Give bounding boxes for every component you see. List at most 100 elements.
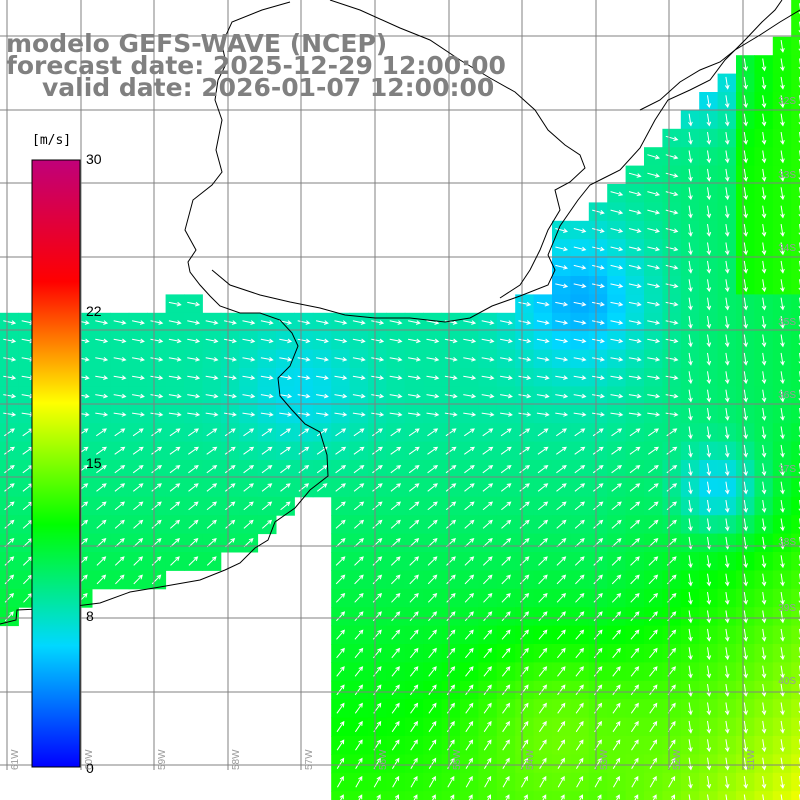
wind-arrow	[335, 501, 346, 511]
wind-arrow	[500, 483, 512, 492]
wind-arrow	[444, 357, 458, 362]
wind-arrow	[427, 592, 438, 603]
wind-arrow	[427, 501, 438, 511]
wind-arrow	[665, 209, 679, 215]
wind-arrow	[688, 297, 693, 311]
wind-arrow	[761, 592, 767, 605]
wind-arrow	[743, 260, 748, 274]
wind-arrow	[780, 205, 785, 219]
wind-arrow	[575, 739, 584, 751]
wind-arrow	[592, 483, 604, 492]
wind-arrow	[628, 209, 642, 215]
wind-arrow	[446, 592, 456, 603]
wind-arrow	[168, 357, 182, 362]
wind-arrow	[647, 338, 661, 344]
wind-arrow	[575, 592, 585, 603]
wind-arrow	[428, 757, 437, 769]
wind-speed-cell	[496, 791, 516, 800]
northeast-coastline	[639, 9, 800, 111]
wind-arrow	[501, 556, 512, 566]
wind-arrow	[169, 464, 181, 474]
wind-arrow	[4, 428, 15, 437]
wind-arrow	[612, 702, 621, 714]
lat-label: 32S	[778, 96, 796, 107]
wind-arrow	[666, 464, 678, 474]
wind-arrow	[761, 168, 767, 182]
wind-arrow	[706, 168, 712, 182]
wind-arrow	[743, 665, 748, 679]
wind-arrow	[390, 483, 402, 492]
wind-arrow	[372, 446, 383, 455]
wind-arrow	[688, 279, 693, 293]
wind-arrow	[391, 611, 401, 622]
wind-arrow	[706, 647, 712, 661]
wind-arrow	[132, 483, 144, 492]
wind-arrow	[335, 556, 346, 566]
wind-arrow	[761, 684, 767, 697]
wind-arrow	[780, 500, 785, 513]
wind-arrow	[706, 408, 712, 421]
wind-arrow	[706, 95, 712, 109]
wind-arrow	[688, 426, 693, 440]
wind-arrow	[647, 375, 661, 380]
wind-arrow	[410, 684, 419, 696]
wind-speed-cell	[791, 368, 800, 387]
wind-arrow	[505, 794, 510, 800]
wind-arrow	[724, 334, 730, 348]
wind-arrow	[354, 629, 364, 640]
wind-arrow	[389, 320, 403, 325]
wind-arrow	[391, 684, 400, 696]
wind-arrow	[501, 501, 512, 511]
lon-label: 54W	[525, 749, 536, 770]
wind-arrow	[243, 483, 254, 492]
wind-arrow	[724, 279, 730, 293]
wind-arrow	[665, 246, 679, 252]
wind-arrow	[4, 519, 15, 529]
wind-arrow	[780, 426, 785, 440]
wind-arrow	[353, 464, 365, 474]
wind-arrow	[592, 357, 605, 362]
wind-arrow	[761, 481, 767, 495]
wind-arrow	[593, 629, 603, 640]
wind-speed-cell	[717, 791, 737, 800]
wind-arrow	[743, 481, 748, 495]
wind-arrow	[518, 375, 532, 380]
wind-arrow	[408, 483, 420, 492]
wind-arrow	[724, 132, 730, 145]
wind-arrow	[610, 393, 624, 399]
wind-arrow	[187, 301, 201, 307]
wind-arrow	[780, 592, 785, 605]
wind-arrow	[336, 629, 345, 640]
wind-arrow	[629, 428, 641, 437]
wind-arrow	[724, 610, 730, 624]
wind-arrow	[706, 297, 712, 311]
wind-arrow	[630, 629, 640, 640]
wind-arrow	[649, 720, 658, 733]
wind-arrow	[537, 519, 549, 529]
colorbar-tick-30: 30	[86, 151, 102, 167]
wind-arrow	[557, 702, 566, 714]
wind-arrow	[408, 428, 420, 437]
wind-arrow	[648, 428, 659, 437]
wind-arrow	[610, 338, 624, 344]
wind-arrow	[574, 428, 586, 437]
wind-arrow	[724, 297, 730, 311]
wind-arrow	[743, 702, 748, 716]
wind-arrow	[188, 428, 199, 437]
wind-arrow	[426, 375, 440, 380]
lat-label: 39S	[778, 603, 796, 614]
wind-arrow	[665, 301, 679, 307]
wind-arrow	[353, 446, 365, 455]
wind-arrow	[666, 428, 678, 437]
wind-arrow	[445, 428, 457, 437]
wind-arrow	[4, 501, 15, 511]
wind-arrow	[724, 426, 730, 440]
wind-arrow	[780, 150, 785, 164]
wind-arrow	[743, 794, 746, 800]
wind-arrow	[372, 428, 383, 437]
wind-arrow	[648, 611, 658, 622]
wind-arrow	[556, 428, 567, 437]
wind-arrow	[761, 352, 767, 366]
wind-arrow	[169, 446, 181, 455]
wind-arrow	[536, 320, 550, 325]
